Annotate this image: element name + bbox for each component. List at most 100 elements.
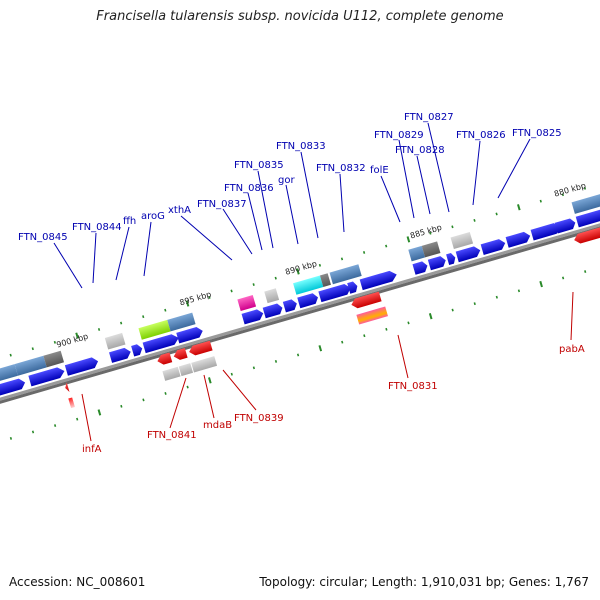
- scale-label: 900 kbp: [55, 332, 89, 350]
- scale-tick: [561, 276, 565, 280]
- gene-label[interactable]: FTN_0839: [234, 413, 284, 424]
- cds-arrow[interactable]: [347, 281, 359, 294]
- cds-arrow[interactable]: [446, 252, 457, 265]
- gene-block[interactable]: [43, 350, 65, 368]
- cds-arrow[interactable]: [172, 348, 188, 361]
- scale-labels: 900 kbp 895 kbp 890 kbp 885 kbp 880 kbp: [55, 181, 587, 350]
- scale-tick: [97, 328, 101, 331]
- scale-tick: [9, 436, 13, 440]
- cds-arrow[interactable]: [427, 255, 447, 271]
- gene-block[interactable]: [450, 231, 474, 250]
- scale-tick: [164, 308, 167, 312]
- gene-label[interactable]: FTN_0831: [388, 381, 438, 392]
- cds-arrow[interactable]: [297, 292, 319, 309]
- gene-label[interactable]: mdaB: [203, 420, 232, 431]
- gene-label[interactable]: folE: [370, 165, 389, 176]
- gene-label[interactable]: FTN_0833: [276, 141, 326, 152]
- scale-tick: [120, 321, 123, 325]
- scale-tick: [385, 244, 388, 248]
- gene-label[interactable]: FTN_0832: [316, 163, 366, 174]
- gene-label[interactable]: FTN_0836: [224, 183, 274, 194]
- gene-label[interactable]: FTN_0837: [197, 199, 247, 210]
- cds-arrow[interactable]: [480, 238, 507, 255]
- scale-tick: [341, 340, 344, 344]
- scale-tick: [363, 334, 366, 338]
- gene-block[interactable]: [264, 288, 280, 304]
- gene-block[interactable]: [421, 241, 441, 258]
- cds-arrow[interactable]: [455, 245, 482, 263]
- gene-label[interactable]: aroG: [141, 211, 165, 222]
- scale-tick: [230, 372, 233, 376]
- gene-block[interactable]: [104, 332, 126, 350]
- cds-arrow[interactable]: [109, 347, 132, 363]
- gene-label[interactable]: pabA: [559, 344, 585, 355]
- scale-tick: [296, 268, 300, 275]
- gene-block[interactable]: [408, 245, 426, 262]
- gene-label[interactable]: FTN_0826: [456, 130, 506, 141]
- cds-arrow[interactable]: [505, 230, 532, 248]
- gene-label[interactable]: FTN_0844: [72, 222, 122, 233]
- cds-arrow[interactable]: [64, 382, 70, 392]
- cds-arrow[interactable]: [0, 377, 27, 397]
- scale-tick: [495, 295, 498, 299]
- gene-label[interactable]: FTN_0845: [18, 232, 68, 243]
- gene-label[interactable]: infA: [82, 444, 102, 455]
- scale-tick: [340, 257, 344, 261]
- cds-arrow[interactable]: [156, 352, 173, 367]
- forward-label-text: FTN_0845 FTN_0844 ffh aroG xthA FTN_0837…: [18, 112, 562, 243]
- scale-tick: [584, 270, 587, 273]
- gene-block[interactable]: [293, 275, 324, 295]
- cds-arrow[interactable]: [350, 291, 382, 310]
- scale-tick: [362, 251, 366, 254]
- gene-label[interactable]: FTN_0829: [374, 130, 424, 141]
- cds-arrow[interactable]: [241, 308, 265, 325]
- gene-label[interactable]: xthA: [168, 205, 191, 216]
- cds-arrow[interactable]: [554, 217, 577, 234]
- gene-block[interactable]: [319, 273, 331, 287]
- cds-arrow[interactable]: [176, 326, 204, 344]
- forward-labels: [53, 122, 531, 289]
- gene-label[interactable]: ffh: [123, 216, 136, 227]
- scale-tick: [76, 417, 79, 421]
- cds-arrow[interactable]: [412, 260, 429, 275]
- scale-tick: [208, 295, 211, 299]
- gene-block[interactable]: [68, 397, 75, 409]
- gene-block[interactable]: [167, 312, 196, 332]
- gene-block[interactable]: [191, 356, 218, 373]
- gene-label[interactable]: FTN_0827: [404, 112, 454, 123]
- gene-block[interactable]: [356, 306, 388, 325]
- cds-arrow[interactable]: [318, 283, 352, 303]
- cds-arrow[interactable]: [282, 298, 299, 313]
- gene-block[interactable]: [329, 264, 362, 285]
- scale-tick: [407, 321, 410, 325]
- gene-block[interactable]: [162, 366, 181, 381]
- scale-tick: [428, 313, 433, 320]
- scale-tick: [583, 186, 587, 190]
- scale-tick: [429, 231, 432, 235]
- gene-block[interactable]: [138, 319, 171, 340]
- cds-arrow[interactable]: [573, 221, 600, 245]
- gene-label[interactable]: FTN_0825: [512, 128, 562, 139]
- gene-block[interactable]: [571, 191, 600, 214]
- gene-block[interactable]: [0, 364, 18, 384]
- cds-arrow[interactable]: [530, 222, 562, 241]
- map-title: Francisella tularensis subsp. novicida U…: [96, 9, 504, 24]
- cds-arrow[interactable]: [575, 205, 600, 228]
- gene-block[interactable]: [14, 355, 47, 376]
- cds-arrow[interactable]: [131, 343, 144, 357]
- gene-label[interactable]: FTN_0841: [147, 430, 197, 441]
- cds-arrow[interactable]: [359, 269, 399, 291]
- gene-block[interactable]: [237, 294, 257, 311]
- cds-arrow[interactable]: [64, 356, 100, 376]
- gene-label[interactable]: gor: [278, 175, 295, 186]
- scale-tick: [252, 366, 256, 370]
- cds-arrow[interactable]: [188, 340, 213, 357]
- cds-arrow[interactable]: [262, 302, 284, 319]
- accession-text: Accession: NC_008601: [9, 575, 146, 589]
- gene-label[interactable]: FTN_0828: [395, 145, 445, 156]
- cds-arrow[interactable]: [28, 366, 66, 387]
- gene-block[interactable]: [178, 363, 194, 377]
- gene-label[interactable]: FTN_0835: [234, 160, 284, 171]
- cds-arrow[interactable]: [142, 333, 181, 354]
